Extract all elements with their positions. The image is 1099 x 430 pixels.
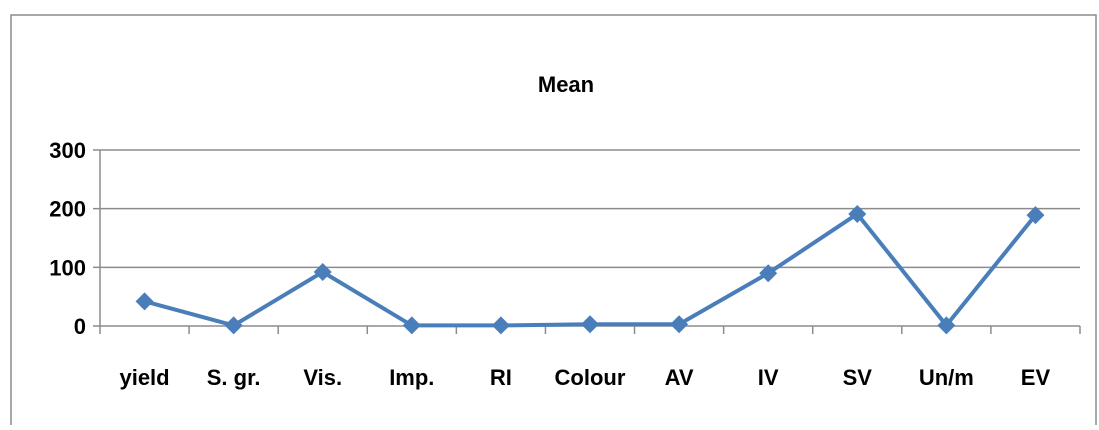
x-tick-label: yield (119, 365, 169, 390)
x-tick-label: S. gr. (207, 365, 261, 390)
series-line-layer (144, 211, 1038, 328)
x-tick-label: RI (490, 365, 512, 390)
y-tick-label: 0 (74, 314, 86, 339)
x-tick-label: Colour (555, 365, 626, 390)
data-markers (135, 204, 1045, 335)
data-point-marker (402, 316, 421, 335)
data-point-marker (937, 316, 956, 335)
chart-title: Mean (538, 72, 594, 97)
data-point-marker (670, 315, 689, 334)
y-tick-labels: 0 100 200 300 (49, 138, 86, 339)
x-tick-label: Imp. (389, 365, 434, 390)
data-point-marker (581, 315, 599, 334)
x-tick-label: AV (665, 365, 694, 390)
x-tick-label: EV (1021, 365, 1051, 390)
x-tick-label: IV (758, 365, 779, 390)
data-point-marker (313, 263, 332, 282)
data-point-marker (224, 316, 243, 335)
data-point-marker (1026, 206, 1045, 225)
gridlines (93, 149, 1080, 327)
x-tick-label: SV (843, 365, 873, 390)
series-line (144, 211, 1038, 328)
x-tick-labels: yield S. gr. Vis. Imp. RI Colour AV IV SV Un/m EV (119, 365, 1050, 390)
chart-border (10, 14, 1097, 430)
data-point-marker (759, 264, 778, 283)
data-point-marker (848, 204, 867, 223)
y-tick-label: 300 (49, 138, 86, 163)
y-tick-label: 200 (49, 197, 86, 222)
x-tick-label: Un/m (919, 365, 974, 390)
data-point-marker (491, 316, 510, 335)
data-point-marker (135, 292, 154, 311)
y-tick-label: 100 (49, 255, 86, 280)
x-tick-label: Vis. (303, 365, 342, 390)
